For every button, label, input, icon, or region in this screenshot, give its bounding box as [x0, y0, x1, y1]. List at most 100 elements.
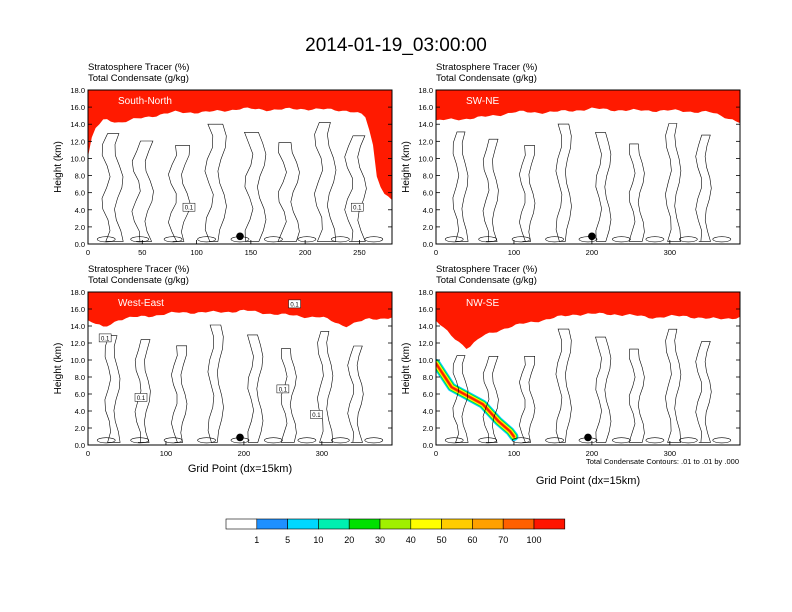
tracer-field — [436, 292, 740, 445]
contour-line — [104, 335, 121, 443]
contour-line — [244, 132, 267, 242]
x-tick-label: 100 — [160, 449, 173, 458]
x-tick-label: 300 — [664, 248, 677, 257]
panel-label-condensate: Total Condensate (g/kg) — [88, 73, 189, 84]
contour-loop — [511, 236, 531, 243]
y-tick-label: 18.0 — [418, 86, 433, 95]
y-tick-label: 0.0 — [75, 441, 85, 450]
contour-line — [101, 133, 124, 242]
panel-label-tracer: Stratosphere Tracer (%) — [88, 264, 189, 275]
y-tick-label: 2.0 — [75, 223, 85, 232]
colorbar-swatch — [225, 518, 258, 530]
contour-loop — [330, 437, 350, 444]
colorbar-tick-label: 70 — [498, 535, 508, 545]
contour-loop — [297, 236, 317, 243]
y-tick-label: 6.0 — [423, 189, 433, 198]
y-tick-label: 8.0 — [423, 373, 433, 382]
contour-line — [171, 345, 188, 443]
contour-line — [695, 341, 712, 443]
contour-loop — [511, 437, 531, 444]
contour-loop — [712, 437, 732, 444]
panel-label-condensate: Total Condensate (g/kg) — [436, 275, 537, 286]
y-axis-title: Height (km) — [53, 343, 64, 395]
y-tick-label: 12.0 — [70, 339, 85, 348]
y-tick-label: 2.0 — [423, 424, 433, 433]
contour-loop — [612, 236, 631, 243]
x-tick-label: 50 — [138, 248, 146, 257]
contour-line — [204, 123, 227, 242]
x-tick-label: 0 — [434, 449, 438, 458]
contour-line — [314, 122, 337, 242]
colorbar-tick-label: 100 — [526, 535, 541, 545]
contour-loop — [330, 236, 350, 243]
contour-label: 0.1 — [101, 336, 110, 342]
y-tick-label: 14.0 — [418, 322, 433, 331]
panel-west-east: Stratosphere Tracer (%) Total Condensate… — [53, 264, 393, 458]
contour-line — [131, 140, 154, 242]
y-tick-label: 12.0 — [418, 137, 433, 146]
x-tick-label: 0 — [434, 248, 438, 257]
colorbar-swatch — [379, 518, 412, 530]
contour-line — [595, 336, 612, 443]
contour-loop — [678, 236, 698, 243]
contour-loop — [130, 437, 149, 444]
y-tick-label: 10.0 — [418, 356, 433, 365]
contour-loop — [297, 437, 317, 444]
contour-line — [665, 328, 682, 443]
y-tick-label: 4.0 — [75, 206, 85, 215]
contour-label: 0.1 — [353, 206, 362, 212]
y-tick-label: 4.0 — [75, 407, 85, 416]
y-tick-label: 16.0 — [70, 305, 85, 314]
contour-label-box — [351, 202, 364, 212]
panel-label-tracer: Stratosphere Tracer (%) — [436, 62, 537, 73]
panel-label-tracer: Stratosphere Tracer (%) — [88, 62, 189, 73]
x-axis-title-left: Grid Point (dx=15km) — [188, 463, 292, 475]
contour-line — [344, 135, 367, 242]
contour-loop — [478, 236, 498, 243]
contour-loop — [645, 236, 665, 243]
condensate-contours — [96, 122, 384, 243]
contour-label-box — [276, 384, 290, 394]
contour-loop — [130, 236, 149, 243]
contour-line — [347, 345, 364, 443]
contour-line — [452, 355, 469, 443]
colorbar-swatch — [410, 518, 442, 530]
figure-title: 2014-01-19_03:00:00 — [305, 35, 487, 56]
panel-sw-ne: Stratosphere Tracer (%) Total Condensate… — [401, 62, 741, 257]
y-tick-label: 18.0 — [70, 86, 85, 95]
contour-loop — [478, 437, 498, 444]
y-tick-label: 0.0 — [423, 240, 433, 249]
colorbar-swatch — [348, 518, 381, 530]
contour-loop — [444, 437, 464, 444]
contour-line — [207, 324, 224, 443]
contour-line — [280, 348, 297, 443]
station-marker — [236, 433, 244, 442]
contour-line — [452, 131, 469, 242]
x-tick-label: 150 — [245, 248, 258, 257]
tracer-field — [88, 292, 392, 445]
colorbar-tick-label: 5 — [285, 535, 290, 545]
contour-label-box — [310, 410, 323, 419]
y-tick-label: 4.0 — [423, 206, 433, 215]
y-tick-label: 14.0 — [70, 322, 85, 331]
x-tick-label: 0 — [86, 449, 90, 458]
panel-name: NW-SE — [466, 298, 499, 309]
contour-line — [695, 134, 712, 242]
contour-loop — [96, 437, 116, 444]
y-tick-label: 10.0 — [418, 154, 433, 163]
x-tick-label: 100 — [508, 449, 521, 458]
condensate-contours — [444, 123, 732, 243]
contour-line — [134, 339, 151, 443]
x-tick-label: 200 — [299, 248, 312, 257]
contour-line — [595, 132, 612, 242]
station-marker — [588, 232, 596, 241]
contour-label-box — [288, 299, 301, 309]
y-tick-label: 8.0 — [75, 373, 85, 382]
y-tick-label: 0.0 — [75, 240, 85, 249]
colorbar-swatch — [472, 518, 504, 530]
contour-label-box — [98, 333, 112, 343]
colorbar-tick-label: 50 — [437, 535, 447, 545]
panel-label-condensate: Total Condensate (g/kg) — [88, 275, 189, 286]
y-tick-label: 16.0 — [418, 103, 433, 112]
tracer-band — [436, 292, 740, 349]
